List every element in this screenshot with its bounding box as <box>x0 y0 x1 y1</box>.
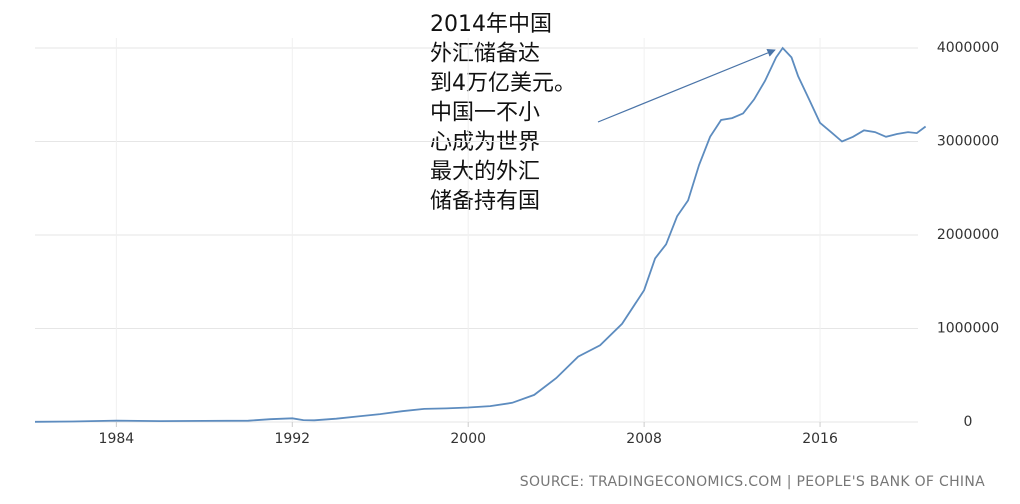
series-line <box>34 46 927 423</box>
y-tick-label: 3000000 <box>937 134 999 150</box>
x-tick-label: 1992 <box>274 431 310 447</box>
annotation-line: 最大的外汇 <box>430 160 540 185</box>
x-tick-label: 1984 <box>99 431 135 447</box>
y-tick-label: 1000000 <box>937 321 999 337</box>
annotation-line: 中国一不小 <box>430 101 540 126</box>
x-tick-label: 2000 <box>450 431 486 447</box>
plot: 0 1000000 2000000 3000000 4000000 1984 1992 200… <box>34 38 999 447</box>
y-tick-label: 2000000 <box>937 227 999 243</box>
source: SOURCE: TRADINGECONOMICS.COM | PEOPLE'S … <box>520 474 985 490</box>
annotation-line: 到4万亿美元。 <box>430 71 576 96</box>
annotation-line: 储备持有国 <box>430 189 540 214</box>
y-tick-label: 0 <box>964 414 973 430</box>
annotation-line: 心成为世界 <box>430 130 540 155</box>
x-tick-label: 2008 <box>626 431 662 447</box>
annotation-line: 外汇储备达 <box>430 42 540 67</box>
annotation-line: 2014年中国 <box>430 12 552 37</box>
y-tick-label: 4000000 <box>937 40 999 56</box>
x-tick-label: 2016 <box>802 431 838 447</box>
annotation-arrow <box>597 48 776 123</box>
